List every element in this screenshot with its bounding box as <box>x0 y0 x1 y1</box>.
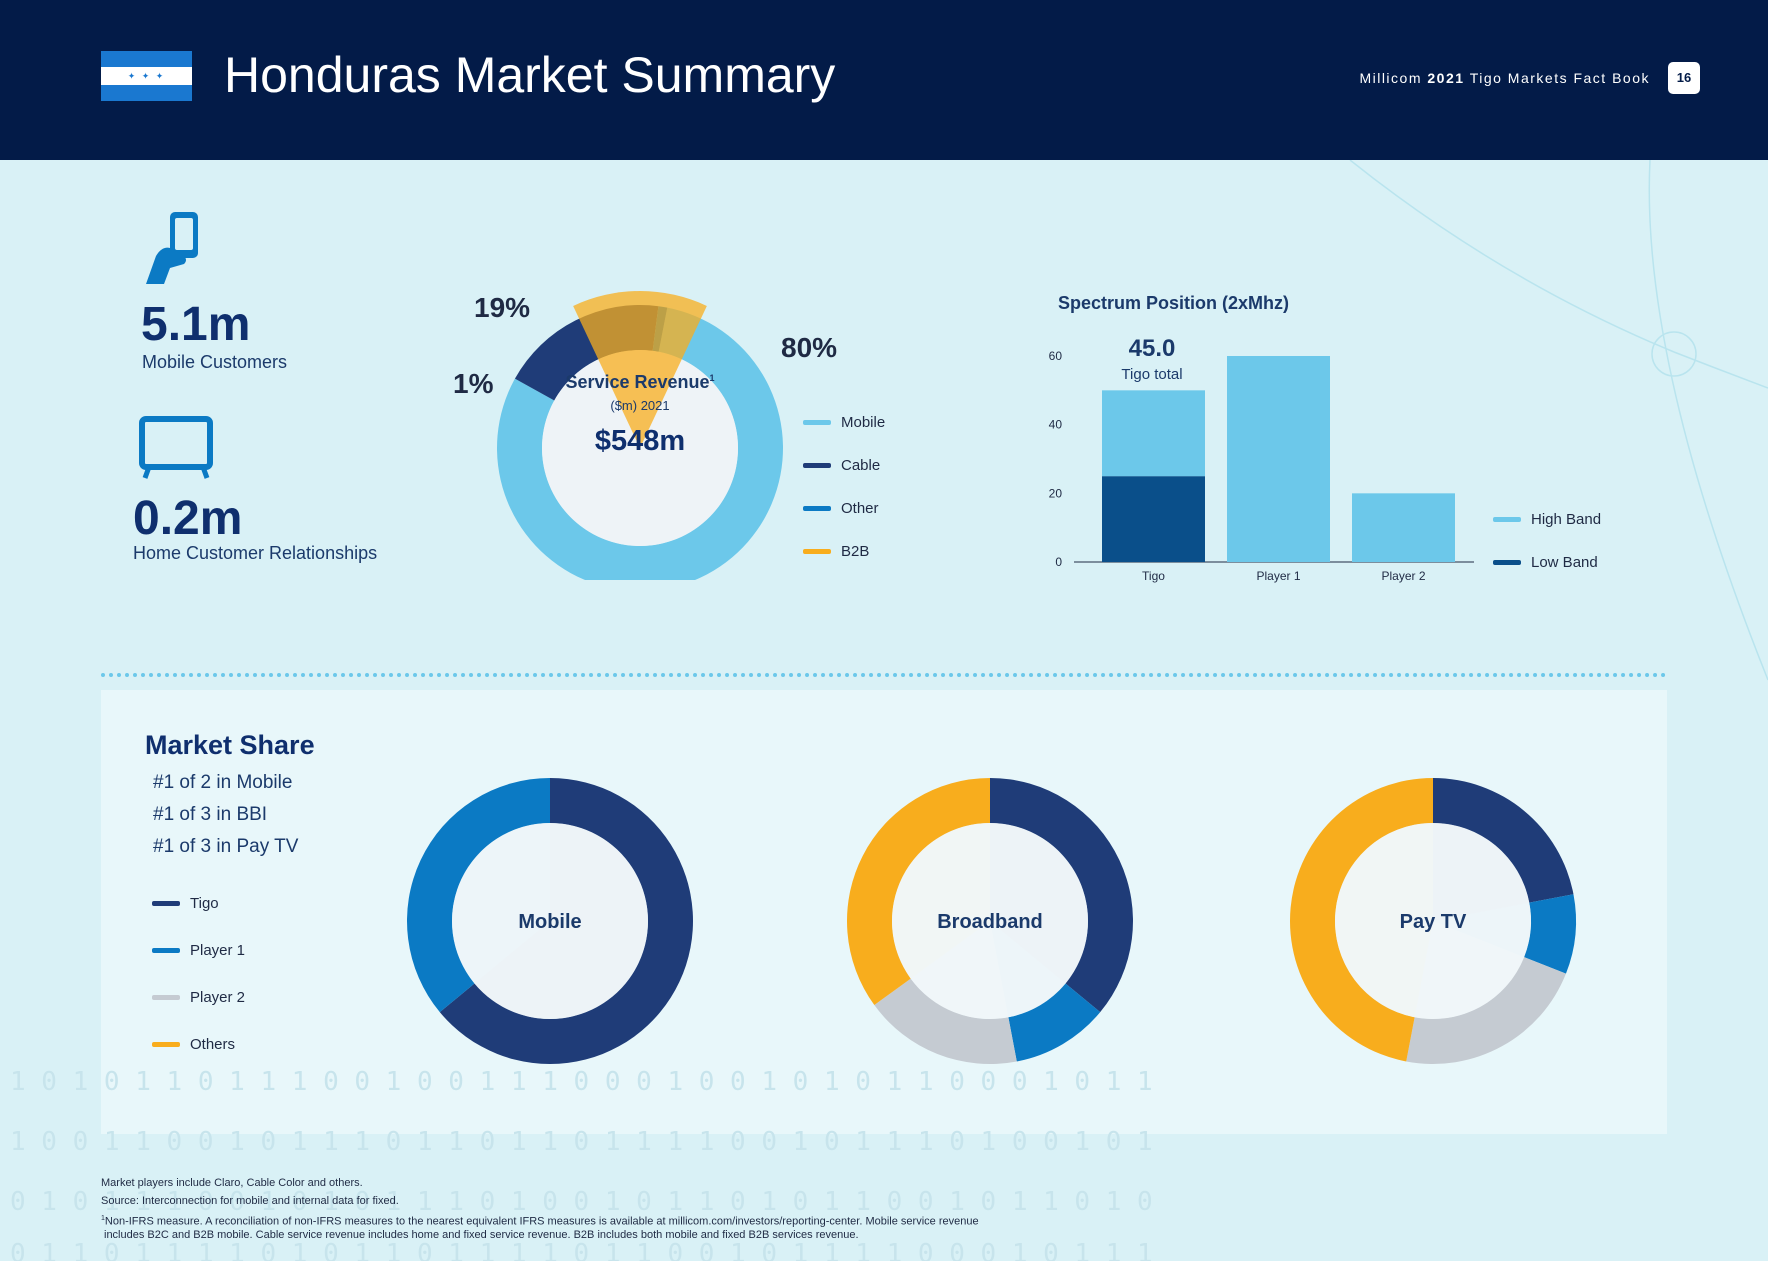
honduras-flag-icon: ✦ ✦ ✦ <box>101 51 192 101</box>
market-share-legend-player-1: Player 1 <box>152 942 245 959</box>
spectrum-ytick-40: 40 <box>1049 418 1063 432</box>
pct-label-cable: 19% <box>474 292 531 323</box>
page-header: ✦ ✦ ✦ Honduras Market Summary Millicom 2… <box>0 0 1768 160</box>
spectrum-bar-player-1-high-band <box>1227 356 1330 562</box>
service-revenue-title: Service Revenue1 <box>565 372 715 392</box>
market-share-line-mobile: #1 of 2 in Mobile <box>153 772 293 793</box>
page-number: 16 <box>1668 62 1700 94</box>
section-divider <box>101 673 1667 677</box>
factbook-suffix: Tigo Markets Fact Book <box>1469 70 1650 86</box>
market-share-line-paytv: #1 of 3 in Pay TV <box>153 836 299 857</box>
mobile-slice-tigo <box>439 778 693 1064</box>
service-revenue-donut <box>497 291 783 580</box>
mobile-donut-hole <box>452 823 648 1019</box>
service-revenue-value: $548m <box>594 425 686 457</box>
svg-text:1 0 1 0 1 1 0 1 1 1 0 0 1 0 0: 1 0 1 0 1 1 0 1 1 1 0 0 1 0 0 1 1 1 0 0 … <box>10 1067 1153 1097</box>
footnote-source: Source: Interconnection for mobile and i… <box>101 1195 399 1207</box>
market-share-title: Market Share <box>145 730 315 760</box>
factbook-prefix: Millicom <box>1359 70 1422 86</box>
spectrum-bar-player-2-high-band <box>1352 493 1455 562</box>
spectrum-bar-tigo-high-band <box>1102 390 1205 477</box>
mobile-customers-label: Mobile Customers <box>142 352 288 372</box>
mobile-slice-player-1 <box>407 778 550 1013</box>
svg-text:0 1 0 1 1 1 0 0 1 0 1 0 1 1 1: 0 1 0 1 1 1 0 0 1 0 1 0 1 1 1 0 1 0 0 1 … <box>10 1187 1153 1217</box>
broadband-slice-player-1 <box>1008 983 1101 1062</box>
market-share-legend-tigo: Tigo <box>152 895 219 912</box>
pay-tv-slice-player-2 <box>1406 957 1566 1064</box>
spectrum-annotation-value: 45.0 <box>1129 335 1176 362</box>
pay-tv-slice-others <box>1290 778 1433 1062</box>
pay-tv-donut-label: Pay TV <box>1400 911 1467 933</box>
broadband-donut-hole <box>892 823 1088 1019</box>
spectrum-xtick-player-1: Player 1 <box>1256 569 1300 583</box>
broadband-slice-others <box>847 778 990 1006</box>
revenue-legend-b2b: B2B <box>803 543 869 560</box>
binary-background: 1 0 1 0 1 1 0 1 1 1 0 0 1 0 0 1 1 1 0 0 … <box>10 1067 1153 1261</box>
page-title: Honduras Market Summary <box>224 47 836 103</box>
service-revenue-subtitle: ($m) 2021 <box>610 398 670 413</box>
broadband-slice-player-2 <box>874 978 1017 1064</box>
spectrum-xtick-tigo: Tigo <box>1142 569 1165 583</box>
footnote-players: Market players include Claro, Cable Colo… <box>101 1177 363 1189</box>
service-revenue-center: Service Revenue1 ($m) 2021 $548m <box>540 368 740 458</box>
mobile-donut-label: Mobile <box>518 911 581 933</box>
mobile-customers-value: 5.1m <box>141 298 251 351</box>
market-share-line-bbi: #1 of 3 in BBI <box>153 804 268 825</box>
spectrum-ytick-20: 20 <box>1049 486 1063 500</box>
phone-hand-icon <box>146 212 198 284</box>
pay-tv-slice-tigo <box>1433 778 1574 903</box>
pct-label-other: 1% <box>453 368 494 399</box>
pay-tv-donut-hole <box>1335 823 1531 1019</box>
spectrum-bar-chart: 0 20 40 60 Tigo Player 1 Player 2 45.0 Tigo to… <box>1049 335 1474 583</box>
revenue-slice-b2b <box>573 291 707 448</box>
svg-text:0 1 1 0 1 1 1 1 0 1 0 1 1 0 1: 0 1 1 0 1 1 1 1 0 1 0 1 1 0 1 1 1 1 0 1 … <box>10 1239 1153 1261</box>
revenue-legend-other: Other <box>803 500 879 517</box>
spectrum-xtick-player-2: Player 2 <box>1381 569 1425 583</box>
pct-label-mobile: 80% <box>781 332 838 363</box>
svg-text:1 0 0 1 1 0 0 1 0 1 1 1 0 1 1: 1 0 0 1 1 0 0 1 0 1 1 1 0 1 1 0 1 1 0 1 … <box>10 1127 1153 1157</box>
spectrum-legend-high-band: High Band <box>1493 511 1601 528</box>
footnote-nonifrs: 1Non-IFRS measure. A reconciliation of n… <box>101 1215 979 1228</box>
revenue-legend-mobile: Mobile <box>803 414 885 431</box>
revenue-slice-mobile <box>497 307 783 580</box>
revenue-legend-cable: Cable <box>803 457 880 474</box>
decorative-lines <box>1349 160 1768 681</box>
home-customers-label: Home Customer Relationships <box>133 543 378 563</box>
tv-icon <box>139 416 213 479</box>
broadband-slice-tigo <box>990 778 1133 1013</box>
factbook-label: Millicom 2021 Tigo Markets Fact Book <box>1359 70 1650 86</box>
spectrum-ytick-60: 60 <box>1049 349 1063 363</box>
footnote-b2b: includes B2C and B2B mobile. Cable servi… <box>104 1229 859 1241</box>
spectrum-ytick-0: 0 <box>1055 555 1062 569</box>
broadband-donut-label: Broadband <box>937 911 1043 933</box>
factbook-year: 2021 <box>1427 70 1465 86</box>
home-customers-value: 0.2m <box>133 492 243 545</box>
market-share-legend-player-2: Player 2 <box>152 989 245 1006</box>
market-share-donuts: Mobile Broadband Pay TV <box>407 778 1576 1064</box>
spectrum-legend-low-band: Low Band <box>1493 554 1598 571</box>
spectrum-title: Spectrum Position (2xMhz) <box>1058 293 1290 313</box>
spectrum-annotation-label: Tigo total <box>1121 366 1182 383</box>
spectrum-bar-tigo-low-band <box>1102 476 1205 562</box>
market-share-legend-others: Others <box>152 1036 235 1053</box>
pay-tv-slice-player-1 <box>1524 894 1576 974</box>
